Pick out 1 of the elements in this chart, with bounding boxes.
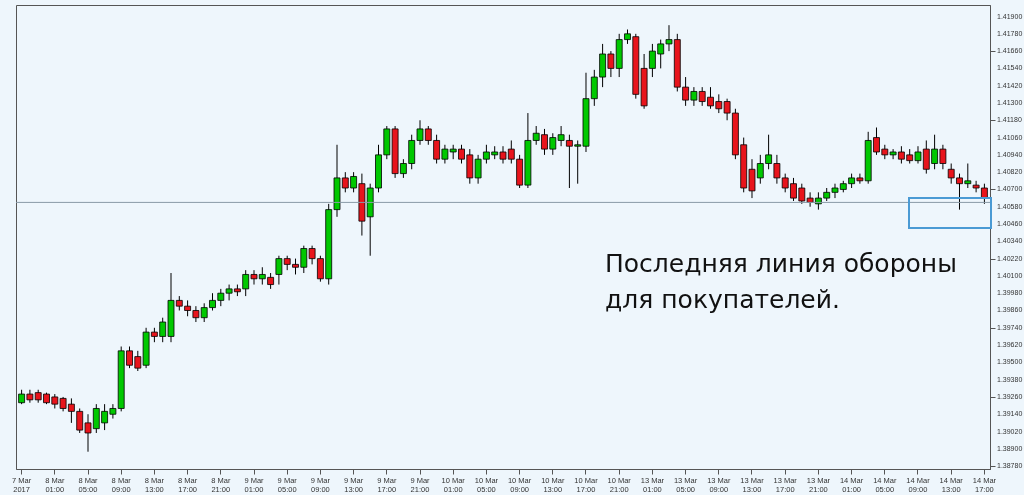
annotation: Последняя линия обороны для покупателей. xyxy=(605,248,958,316)
